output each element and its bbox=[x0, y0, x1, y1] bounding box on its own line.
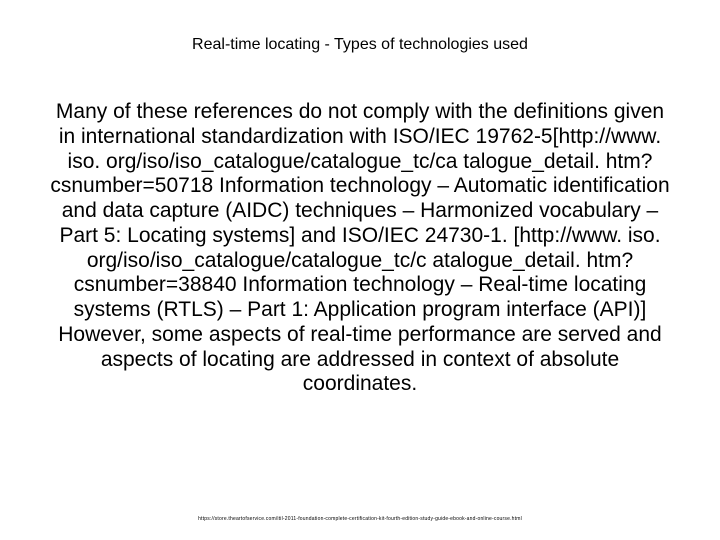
slide-body-text: Many of these references do not comply w… bbox=[48, 100, 672, 397]
slide-title: Real-time locating - Types of technologi… bbox=[0, 36, 720, 54]
slide-footer-url: https://store.theartofservice.com/itil-2… bbox=[0, 516, 720, 522]
slide: Real-time locating - Types of technologi… bbox=[0, 0, 720, 540]
